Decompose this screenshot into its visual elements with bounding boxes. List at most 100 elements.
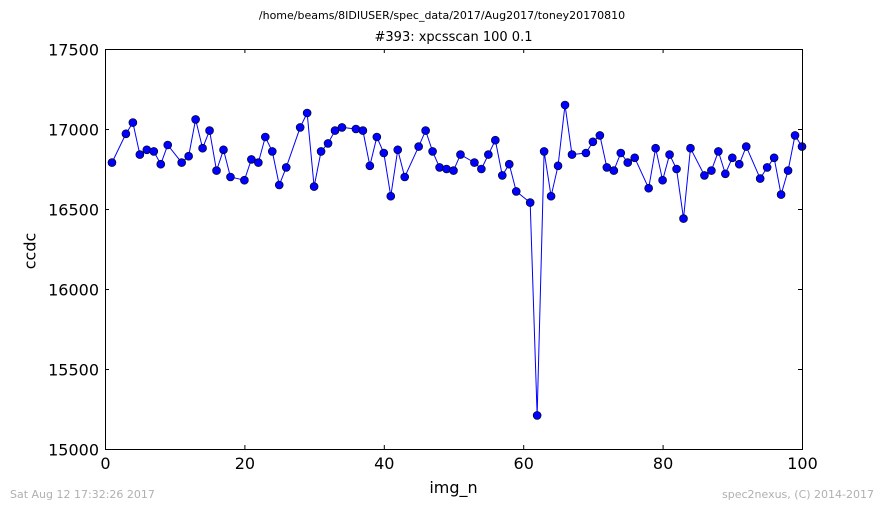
data-point [609,166,619,175]
data-point [163,140,173,150]
data-point [435,163,444,172]
data-point [755,174,765,183]
data-point [149,147,159,156]
x-tick-label: 60 [514,454,534,473]
data-point [393,145,403,155]
plot-frame [105,49,803,450]
data-point [142,145,152,155]
y-tick-label: 17000 [48,121,99,140]
data-point [525,198,535,207]
data-point [783,166,793,175]
data-point [567,150,577,159]
data-point [302,108,312,118]
figure-suptitle: /home/beams/8IDIUSER/spec_data/2017/Aug2… [258,9,626,22]
data-point [205,126,214,135]
data-point [330,126,340,135]
data-point [734,159,744,169]
data-point [295,123,305,132]
data-point [421,126,430,135]
data-point [219,145,228,155]
data-point [372,132,382,142]
data-point [539,147,549,156]
data-point [714,147,723,156]
data-point [191,115,200,124]
data-point [400,172,410,182]
data-point [630,153,640,163]
x-tick-label: 80 [653,454,673,473]
data-point [553,161,563,171]
data-point [581,148,591,158]
data-point [379,148,389,158]
data-point [386,191,396,201]
data-point [560,100,570,110]
x-tick-label: 0 [100,454,110,473]
data-point [212,166,221,175]
data-point [261,132,270,142]
data-point [762,163,772,172]
series-line [111,104,803,416]
data-point [651,143,660,153]
footer-credit: spec2nexus, (C) 2014-2017 [722,488,874,501]
data-point [602,163,612,172]
data-point [135,150,145,159]
y-tick-label: 16000 [48,281,99,300]
footer-timestamp: Sat Aug 12 17:32:26 2017 [10,488,155,501]
data-point [267,147,277,156]
plot-title: #393: xpcsscan 100 0.1 [374,30,533,45]
data-point [442,164,451,174]
data-point [449,166,458,175]
data-point [679,214,688,223]
data-point [644,183,653,193]
data-point [665,150,674,159]
data-point [323,139,333,148]
data-point [790,131,800,140]
data-point [700,171,709,180]
y-tick-label: 16500 [48,201,99,220]
data-point [477,164,486,174]
data-point [226,172,235,182]
y-tick-label: 15000 [48,441,99,460]
data-point [184,151,193,161]
data-point [741,142,751,151]
data-point [156,159,166,169]
data-point [721,169,730,179]
data-point [616,148,626,158]
data-point [316,147,326,156]
data-point [107,158,117,167]
data-point [198,143,207,153]
data-point [247,155,256,164]
data-point [128,118,138,127]
x-tick-label: 40 [374,454,394,473]
y-tick-label: 17500 [48,41,99,60]
data-point [309,182,319,191]
data-point [672,164,681,174]
data-point [497,171,507,180]
data-point [727,153,737,163]
data-point [456,150,465,159]
data-point [776,190,786,199]
data-point [491,135,500,145]
data-point [177,158,186,167]
chart-marks [107,100,807,420]
data-point [240,175,249,185]
data-point [358,126,368,135]
x-tick-label: 20 [235,454,255,473]
y-tick-label: 15500 [48,361,99,380]
data-point [546,191,556,201]
data-point [274,180,284,190]
data-point [532,411,542,420]
data-point [365,161,375,171]
data-point [511,187,521,196]
data-point [504,159,514,169]
data-point [707,166,716,175]
data-point [281,163,291,172]
data-point [588,137,598,147]
x-axis-label: img_n [429,478,478,497]
data-point [484,150,493,159]
data-point [121,129,131,139]
data-point [470,158,479,167]
data-point [254,158,263,167]
data-point [351,124,361,134]
data-point [337,123,347,132]
